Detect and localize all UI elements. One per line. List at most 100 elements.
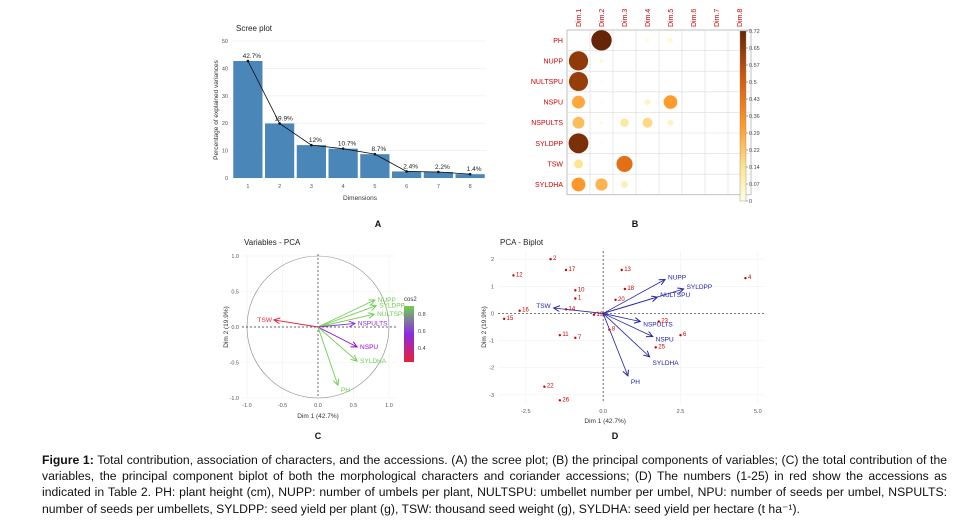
scree-point	[437, 170, 440, 174]
biplot-vector-label: SYLDHA	[653, 360, 680, 367]
pca-var-plot-area	[242, 254, 396, 398]
heatmap-cell-circle	[669, 183, 672, 186]
pca-var-vector-label: NUPP	[378, 297, 396, 304]
scree-x-tick-label: 8	[469, 184, 472, 190]
heatmap-cell-circle	[572, 95, 585, 109]
heatmap-cell-circle	[574, 159, 583, 169]
accession-point	[564, 308, 568, 311]
heatmap-cell-circle	[646, 80, 649, 83]
heatmap-column-label: Dim.2	[599, 9, 606, 27]
heatmap-cell-circle	[715, 142, 718, 145]
biplot-y-tick-label: -1	[489, 339, 494, 345]
heatmap-cell-circle	[600, 142, 603, 145]
accession-label: 7	[578, 335, 582, 341]
pca-var-vector	[317, 306, 376, 328]
scree-x-tick-label: 5	[373, 184, 376, 190]
scree-point	[373, 152, 377, 156]
heatmap-cell-circle	[669, 163, 672, 165]
pca-var-y-tick-label: -1.0	[230, 396, 239, 402]
scree-title: Scree plot	[236, 24, 273, 33]
pca-var-x-tick-label: -0.5	[278, 403, 287, 409]
scree-y-tick-label: 50	[222, 39, 228, 45]
pca-var-vector-label: NULTSPU	[377, 311, 407, 318]
heatmap-cell-circle	[692, 39, 695, 41]
pca-var-vector	[274, 320, 319, 328]
scree-bar	[360, 154, 390, 178]
scree-x-tick-label: 1	[246, 184, 249, 190]
heatmap-legend-label: 0.07	[749, 182, 760, 188]
pca-var-vector-label: SYLDPP	[379, 303, 405, 310]
accession-point	[574, 297, 577, 300]
pca-var-vector	[317, 314, 374, 328]
heatmap-legend-label: 0.36	[749, 114, 760, 120]
scree-point	[341, 147, 345, 150]
biplot-x-axis-label: Dim 1 (42.7%)	[584, 418, 626, 425]
heatmap-cell-circle	[616, 155, 633, 172]
pca-var-x-tick-label: -1.0	[242, 403, 251, 409]
scree-x-axis-label: Dimensions	[343, 195, 378, 202]
heatmap-column-label: Dim.1	[576, 9, 583, 27]
accession-label: 1	[578, 296, 582, 302]
heatmap-cell-circle	[669, 60, 672, 62]
accession-point	[620, 268, 623, 272]
biplot-vector	[603, 297, 657, 314]
cos2-legend-label: 0.6	[418, 329, 426, 335]
accession-label: 23	[661, 319, 668, 325]
cos2-legend-label: 0.4	[418, 346, 426, 352]
accession-label: 18	[627, 286, 634, 292]
heatmap-cell-circle	[715, 183, 718, 186]
heatmap-row-label: SYLDHA	[535, 182, 563, 189]
heatmap-cell-circle	[591, 30, 612, 51]
heatmap-cell-circle	[692, 163, 695, 165]
biplot-y-tick-label: -3	[489, 393, 494, 399]
heatmap-row-label: PH	[553, 38, 563, 45]
heatmap-cell-circle	[692, 60, 695, 62]
scree-point	[278, 122, 281, 125]
accession-label: 4	[748, 275, 752, 281]
scree-data-label: 19.9%	[274, 115, 293, 122]
heatmap-column-label: Dim.5	[668, 9, 675, 27]
accession-label: 22	[547, 384, 554, 390]
pca-var-x-tick-label: 0.0	[314, 403, 322, 409]
pca-var-x-tick-label: 0.5	[350, 403, 358, 409]
panel-label-a: A	[375, 219, 382, 229]
biplot-vector	[602, 313, 628, 375]
accession-label: 13	[624, 267, 631, 273]
heatmap-cell-circle	[623, 101, 626, 103]
biplot-title: PCA - Biplot	[500, 238, 544, 247]
heatmap-cell-circle	[644, 99, 651, 106]
panel-label-c: C	[315, 431, 322, 441]
heatmap-cell-circle	[692, 142, 695, 144]
biplot-vector	[603, 313, 640, 321]
heatmap-cell-circle	[642, 117, 653, 128]
scree-data-label: 2.4%	[403, 163, 418, 170]
heatmap-cell-circle	[663, 95, 678, 109]
heatmap-cell-circle	[568, 71, 589, 92]
heatmap-row-label: NUPP	[544, 58, 564, 65]
heatmap-cell-circle	[595, 178, 608, 191]
accession-point	[574, 336, 577, 340]
heatmap-row-label: NULTSPU	[531, 79, 563, 86]
scree-y-axis-label: Percentage of explained variances	[213, 59, 220, 159]
heatmap-legend-label: 0.72	[749, 29, 760, 35]
accession-point	[608, 328, 611, 331]
heatmap-cell-circle	[646, 142, 649, 144]
biplot-y-tick-label: 0	[491, 311, 494, 317]
heatmap-cell-circle	[715, 39, 718, 41]
pca-var-vector-label: PH	[341, 387, 350, 394]
biplot-vector	[602, 313, 649, 356]
accession-label: 12	[516, 272, 523, 278]
accession-point	[657, 320, 661, 323]
pca-var-y-tick-label: 0.0	[231, 325, 239, 331]
biplot-vector-label: TSW	[536, 303, 551, 310]
accession-label: 11	[562, 332, 569, 338]
panel-label-b: B	[632, 219, 639, 229]
pca-var-x-tick-label: 1.0	[385, 403, 393, 409]
heatmap-color-legend	[739, 30, 747, 202]
heatmap-column-label: Dim.7	[714, 9, 721, 27]
heatmap-row-label: SYLDPP	[535, 141, 563, 148]
heatmap-cell-circle	[692, 101, 695, 103]
scree-x-tick-label: 3	[310, 184, 313, 190]
heatmap-cell-circle	[623, 39, 626, 41]
scree-y-tick-label: 40	[222, 66, 228, 72]
